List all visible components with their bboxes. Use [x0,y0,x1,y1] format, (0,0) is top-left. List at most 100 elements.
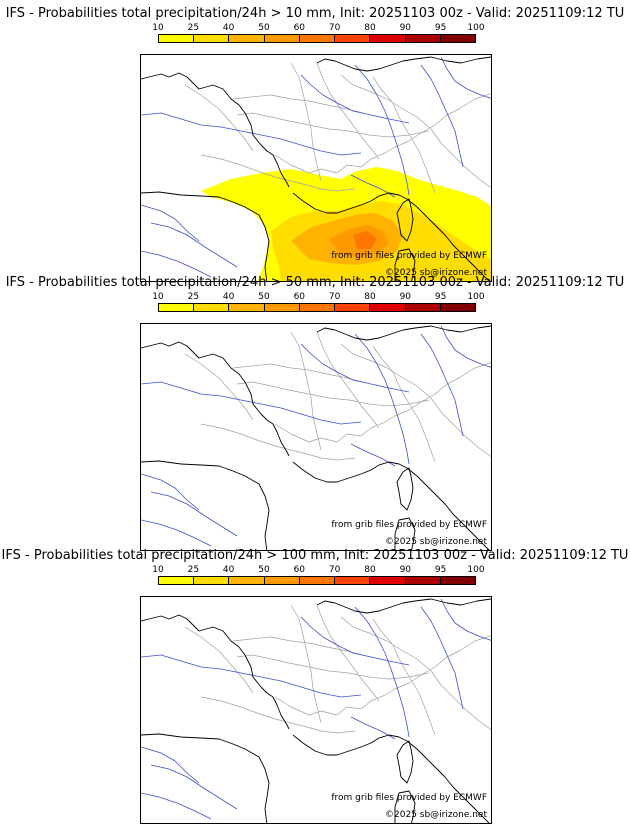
legend-tick: 50 [258,565,270,575]
legend-tick: 50 [258,292,270,302]
island-outline [394,517,416,550]
legend-color-segment [264,304,300,311]
legend-tick: 95 [434,292,447,302]
legend-ticks: 10 25 40 50 60 70 80 90 95 100 [152,565,484,576]
legend-color-segment [194,304,230,311]
river [141,325,491,547]
map-canvas [141,325,491,550]
admin-border [184,331,491,463]
copyright-text: ©2025 sb@irizone.net [385,537,487,547]
legend-color-segment [299,35,336,42]
legend-color-segment [229,304,265,311]
legend-color-segment [159,35,195,42]
legend-tick: 40 [222,23,235,33]
legend-ticks: 10 25 40 50 60 70 80 90 95 100 [152,292,484,303]
legend-tick: 70 [328,565,341,575]
precipitation-area [353,231,377,249]
legend-color-segment [370,35,406,42]
legend-color-segment [440,577,475,584]
legend-color-segment [299,577,336,584]
island-outline [394,790,416,823]
color-legend: 10 25 40 50 60 70 80 90 95 100 [152,23,485,51]
coastline [141,325,491,550]
forecast-panel-50mm: IFS - Probabilities total precipitation/… [0,275,630,551]
legend-tick: 90 [399,565,412,575]
legend-color-segment [440,35,475,42]
color-legend: 10 25 40 50 60 70 80 90 95 100 [152,565,485,593]
map-canvas [141,598,491,823]
legend-color-segment [264,35,300,42]
legend-color-bar [158,576,476,585]
source-credit: from grib files provided by ECMWF [331,520,487,530]
legend-color-bar [158,303,476,312]
map-frame: from grib files provided by ECMWF ©2025 … [140,323,492,551]
coastline [141,56,491,281]
legend-color-segment [194,577,230,584]
legend-tick: 100 [467,292,485,302]
legend-tick: 10 [152,292,164,302]
legend-ticks: 10 25 40 50 60 70 80 90 95 100 [152,23,484,34]
admin-border [184,62,491,194]
legend-tick: 25 [187,23,200,33]
river [141,56,491,278]
admin-border [184,604,491,736]
legend-color-segment [229,35,265,42]
legend-tick: 40 [222,565,235,575]
legend-tick: 90 [399,23,412,33]
panel-title: IFS - Probabilities total precipitation/… [5,6,625,21]
color-legend: 10 25 40 50 60 70 80 90 95 100 [152,292,485,320]
legend-tick: 50 [258,23,270,33]
legend-color-segment [405,35,441,42]
legend-tick: 60 [293,565,306,575]
legend-tick: 80 [364,23,376,33]
legend-tick: 25 [187,565,200,575]
legend-tick: 70 [328,292,341,302]
legend-tick: 80 [364,565,376,575]
panel-title: IFS - Probabilities total precipitation/… [1,548,629,563]
legend-tick: 40 [222,292,235,302]
island-outline [396,467,414,511]
legend-tick: 80 [364,292,376,302]
legend-color-segment [370,304,406,311]
legend-tick: 10 [152,565,164,575]
river [141,598,491,820]
forecast-panel-100mm: IFS - Probabilities total precipitation/… [0,548,630,824]
legend-color-bar [158,34,476,43]
legend-color-segment [335,304,371,311]
island-outline [396,740,414,784]
legend-color-segment [405,577,441,584]
legend-tick: 25 [187,292,200,302]
legend-color-segment [405,304,441,311]
forecast-panel-10mm: IFS - Probabilities total precipitation/… [0,6,630,282]
source-credit: from grib files provided by ECMWF [331,793,487,803]
legend-tick: 90 [399,292,412,302]
island-outline [394,248,416,281]
legend-tick: 60 [293,292,306,302]
legend-color-segment [159,577,195,584]
legend-tick: 60 [293,23,306,33]
source-credit: from grib files provided by ECMWF [331,251,487,261]
legend-tick: 70 [328,23,341,33]
legend-tick: 100 [467,23,485,33]
legend-tick: 100 [467,565,485,575]
legend-tick: 10 [152,23,164,33]
island-outline [396,198,414,242]
legend-color-segment [194,35,230,42]
copyright-text: ©2025 sb@irizone.net [385,268,487,278]
legend-color-segment [370,577,406,584]
legend-tick: 95 [434,23,447,33]
legend-color-segment [159,304,195,311]
legend-color-segment [335,577,371,584]
legend-color-segment [335,35,371,42]
panel-title: IFS - Probabilities total precipitation/… [5,275,625,290]
copyright-text: ©2025 sb@irizone.net [385,810,487,820]
legend-color-segment [299,304,336,311]
legend-color-segment [264,577,300,584]
legend-tick: 95 [434,565,447,575]
legend-color-segment [229,577,265,584]
coastline [141,598,491,823]
map-frame: from grib files provided by ECMWF ©2025 … [140,54,492,282]
legend-color-segment [440,304,475,311]
map-frame: from grib files provided by ECMWF ©2025 … [140,596,492,824]
map-canvas [141,56,491,281]
